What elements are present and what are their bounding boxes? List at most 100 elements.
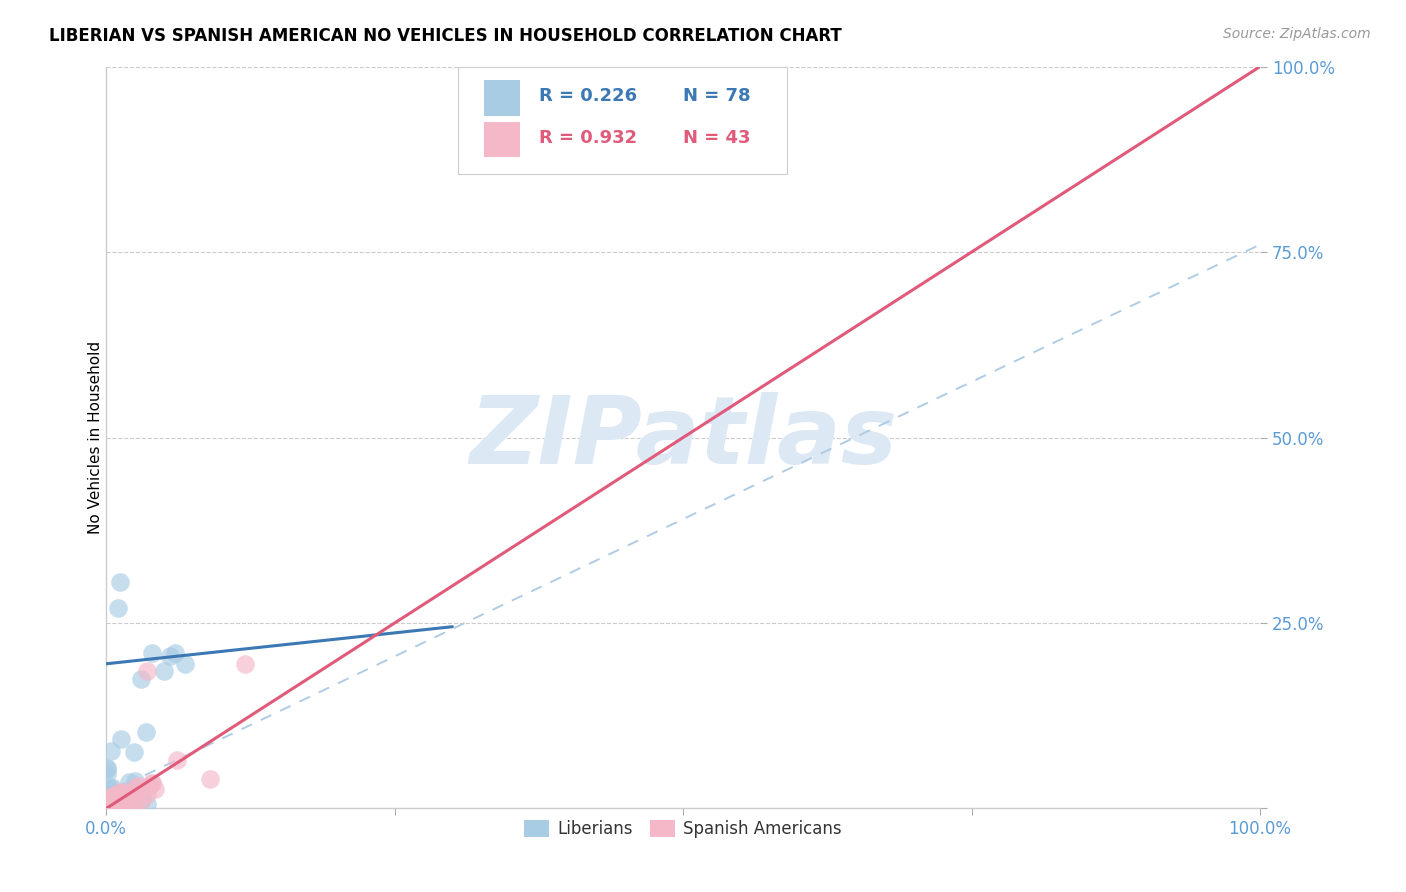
Point <box>96 800 118 814</box>
Point <box>105 793 128 807</box>
Point <box>105 797 128 812</box>
Point <box>98 780 121 794</box>
Point <box>108 796 131 810</box>
Point <box>117 790 139 805</box>
Point <box>96 801 118 815</box>
Point <box>98 801 121 815</box>
Point <box>118 797 141 812</box>
Point <box>105 791 128 805</box>
Point <box>166 753 188 767</box>
Point <box>96 792 118 806</box>
Point <box>103 794 125 808</box>
Point <box>98 801 121 815</box>
Point <box>100 744 122 758</box>
Point <box>104 796 127 810</box>
Point <box>173 657 195 671</box>
Point <box>118 774 141 789</box>
Point <box>111 797 134 811</box>
Point <box>96 800 118 814</box>
Point <box>138 780 160 794</box>
Text: ZIPatlas: ZIPatlas <box>470 392 897 483</box>
Text: N = 43: N = 43 <box>683 129 751 147</box>
Point <box>97 800 120 814</box>
Point <box>131 792 153 806</box>
Point <box>165 646 187 660</box>
Point <box>135 725 157 739</box>
Point <box>125 780 148 794</box>
Point <box>107 799 129 814</box>
Point <box>101 796 124 810</box>
Point <box>100 789 122 804</box>
Point <box>127 791 149 805</box>
Point <box>141 646 163 660</box>
Point <box>233 657 256 671</box>
Point <box>153 664 176 678</box>
FancyBboxPatch shape <box>484 122 520 158</box>
Point <box>129 788 152 802</box>
Point <box>101 797 124 812</box>
Point <box>103 789 125 803</box>
Point <box>96 799 118 814</box>
Point <box>107 601 129 615</box>
Point <box>98 795 121 809</box>
Point <box>101 792 124 806</box>
Point <box>97 798 120 813</box>
Point <box>98 801 121 815</box>
FancyBboxPatch shape <box>484 80 520 116</box>
Point <box>124 773 146 788</box>
Point <box>96 798 118 813</box>
Point <box>104 799 127 814</box>
Point <box>143 781 166 796</box>
Point <box>104 800 127 814</box>
Point <box>96 798 118 813</box>
Point <box>100 784 122 798</box>
Point <box>104 797 127 812</box>
Point <box>108 785 131 799</box>
Text: Source: ZipAtlas.com: Source: ZipAtlas.com <box>1223 27 1371 41</box>
Point <box>118 790 141 805</box>
Point <box>114 788 136 802</box>
Point <box>103 795 125 809</box>
Point <box>135 664 157 678</box>
Y-axis label: No Vehicles in Household: No Vehicles in Household <box>87 341 103 534</box>
Point <box>97 798 120 813</box>
Point <box>115 783 138 797</box>
Point <box>97 793 120 807</box>
Point <box>96 792 118 806</box>
Point <box>97 788 120 802</box>
Point <box>122 745 145 759</box>
Point <box>96 794 118 808</box>
Point <box>101 800 124 814</box>
Point <box>124 796 146 810</box>
Point <box>107 798 129 813</box>
Text: R = 0.932: R = 0.932 <box>538 129 637 147</box>
Point <box>101 781 124 796</box>
Point <box>96 791 118 805</box>
Point <box>131 793 153 807</box>
FancyBboxPatch shape <box>458 67 787 174</box>
Text: LIBERIAN VS SPANISH AMERICAN NO VEHICLES IN HOUSEHOLD CORRELATION CHART: LIBERIAN VS SPANISH AMERICAN NO VEHICLES… <box>49 27 842 45</box>
Point <box>96 800 118 814</box>
Point <box>100 792 122 806</box>
Point <box>98 801 121 815</box>
Point <box>97 799 120 814</box>
Point <box>97 798 120 813</box>
Point <box>114 787 136 801</box>
Text: R = 0.226: R = 0.226 <box>538 87 637 105</box>
Point <box>127 779 149 793</box>
Point <box>120 788 142 802</box>
Point <box>98 795 121 809</box>
Point <box>115 791 138 805</box>
Point <box>105 793 128 807</box>
Point <box>97 799 120 814</box>
Point <box>96 801 118 815</box>
Point <box>96 792 118 806</box>
Point <box>103 797 125 811</box>
Point <box>105 800 128 814</box>
Point <box>198 772 221 786</box>
Point <box>136 787 159 801</box>
Point <box>96 762 118 776</box>
Point <box>159 649 181 664</box>
Point <box>96 797 118 812</box>
Point <box>135 797 157 811</box>
